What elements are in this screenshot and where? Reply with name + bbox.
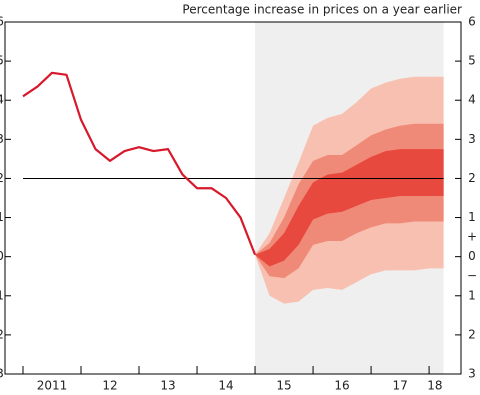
- y-tick-label: 3: [468, 132, 476, 146]
- x-tick-label: 14: [218, 379, 233, 393]
- y-tick-label: 6: [468, 15, 476, 29]
- x-tick-label: 2011: [37, 379, 68, 393]
- y-tick-label: 1: [468, 288, 476, 302]
- x-tick-label: 15: [276, 379, 291, 393]
- x-tick-label: 18: [427, 379, 442, 393]
- y-tick-label-left: 4: [0, 93, 4, 107]
- x-tick-label: 16: [334, 379, 349, 393]
- y-tick-label-left: 1: [0, 288, 4, 302]
- x-tick-label: 12: [102, 379, 117, 393]
- plot-frame: [4, 21, 462, 375]
- x-tick-label: 13: [160, 379, 175, 393]
- y-tick-label: 2: [468, 327, 476, 341]
- y-tick-label-left: 3: [0, 367, 4, 381]
- y-tick-label-left: 5: [0, 54, 4, 68]
- y-tick-label-left: 2: [0, 327, 4, 341]
- inflation-line: [22, 71, 257, 256]
- y-tick-label: 4: [468, 93, 476, 107]
- y-tick-label: 1: [468, 210, 476, 224]
- y-tick-label: 0: [468, 249, 476, 263]
- sign-label: −: [467, 269, 477, 283]
- y-tick-label-left: 3: [0, 132, 4, 146]
- y-tick-label: 3: [468, 367, 476, 381]
- y-tick-label-left: 1: [0, 210, 4, 224]
- y-tick-label-left: 0: [0, 249, 4, 263]
- y-tick-label-left: 6: [0, 15, 4, 29]
- y-tick-label-left: 2: [0, 171, 4, 185]
- chart-title: Percentage increase in prices on a year …: [182, 3, 462, 17]
- y-tick-label: 2: [468, 171, 476, 185]
- x-tick-label: 17: [392, 379, 407, 393]
- y-tick-label: 5: [468, 54, 476, 68]
- sign-label: +: [467, 230, 477, 244]
